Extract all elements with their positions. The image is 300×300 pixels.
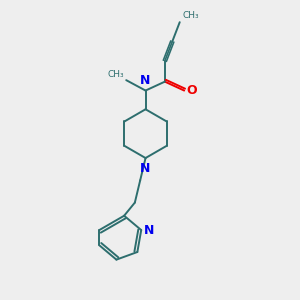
Text: CH₃: CH₃ [183, 11, 199, 20]
Text: N: N [144, 224, 154, 237]
Text: N: N [140, 163, 151, 176]
Text: N: N [140, 74, 151, 87]
Text: CH₃: CH₃ [107, 70, 124, 79]
Text: O: O [187, 84, 197, 97]
